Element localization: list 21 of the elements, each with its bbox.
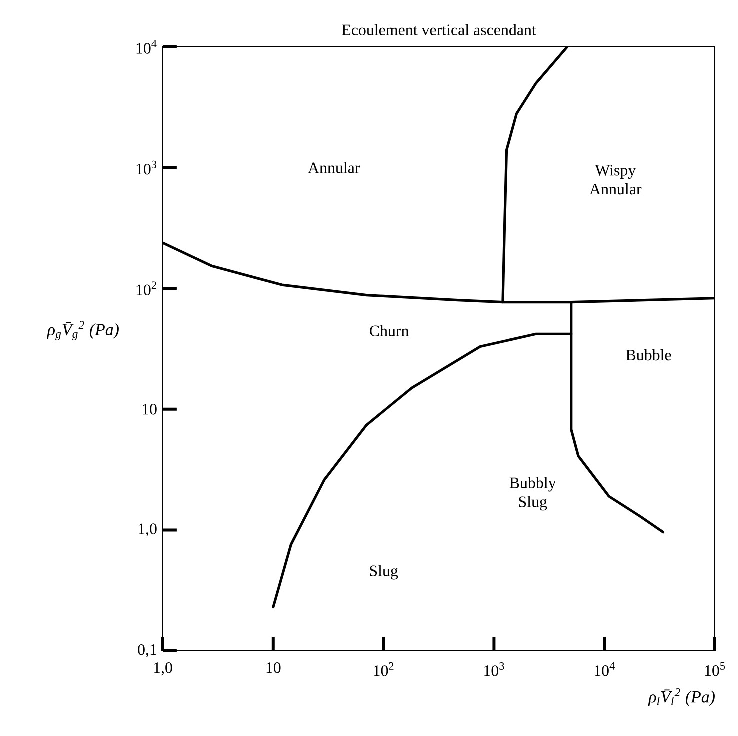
- y-tick-label: 10: [142, 404, 157, 415]
- x-tick-label: 10: [266, 662, 281, 674]
- annotation: Wispy Annular: [590, 165, 642, 195]
- x-axis-title: ρ$_{l}$V̄$_{l}$$^{2}$ (Pa): [648, 688, 715, 706]
- chart-title: Ecoulement vertical ascendant: [342, 24, 536, 36]
- y-axis-title: ρ$_{g}$V̄$_{g}$$^{2}$ (Pa): [46, 321, 119, 340]
- y-tick-label: 1,0: [138, 524, 157, 537]
- x-tick-label: 10$^{3}$: [484, 662, 504, 676]
- y-tick-label: 10$^{2}$: [136, 282, 156, 296]
- x-tick-label: 10$^{5}$: [705, 662, 726, 676]
- annotation: Bubble: [626, 349, 672, 361]
- y-tick-label: 10$^{3}$: [136, 160, 157, 175]
- annotation: Annular: [308, 162, 360, 174]
- x-tick-label: 10$^{4}$: [595, 662, 615, 676]
- x-tick-label: 1,0: [154, 662, 172, 676]
- annotation: Bubbly Slug: [510, 477, 556, 511]
- annotation: Slug: [370, 565, 398, 580]
- y-tick-label: 10$^{4}$: [136, 40, 157, 54]
- annotation: Churn: [370, 325, 410, 336]
- y-tick-label: 0,1: [138, 644, 157, 658]
- x-tick-label: 10$^{2}$: [374, 662, 394, 676]
